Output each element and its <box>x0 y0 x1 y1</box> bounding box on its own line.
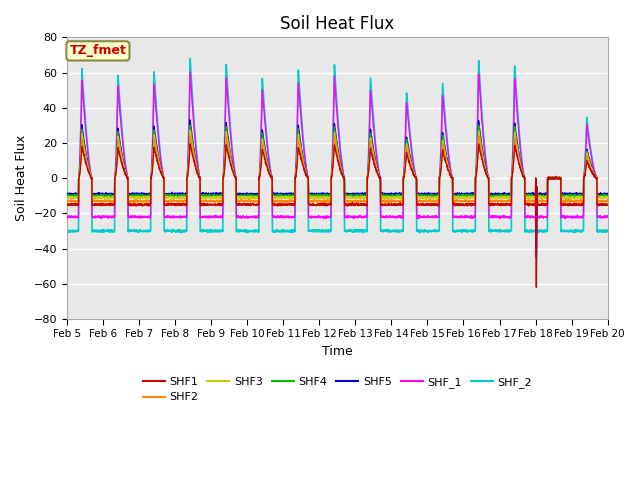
SHF_1 <box>271 214 278 219</box>
SHF2 <box>294 145 301 151</box>
SHF3 <box>535 194 543 200</box>
SHF1 <box>271 202 278 207</box>
SHF_2 <box>271 228 278 234</box>
SHF4 <box>270 193 278 199</box>
SHF_2 <box>535 228 543 233</box>
Line: SHF_1: SHF_1 <box>67 72 608 249</box>
SHF_1 <box>593 214 601 219</box>
SHF_1 <box>125 214 132 219</box>
SHF_1 <box>294 102 301 108</box>
SHF4 <box>593 193 601 199</box>
SHF_1 <box>63 215 70 220</box>
SHF5 <box>63 192 70 198</box>
SHF4 <box>307 195 314 201</box>
Title: Soil Heat Flux: Soil Heat Flux <box>280 15 394 33</box>
SHF2 <box>125 199 132 204</box>
SHF1 <box>294 151 301 156</box>
SHF3 <box>186 127 194 133</box>
SHF_2 <box>63 228 70 234</box>
SHF5 <box>535 191 543 196</box>
Line: SHF3: SHF3 <box>67 130 608 199</box>
SHF2 <box>604 197 612 203</box>
SHF_1 <box>157 155 164 160</box>
SHF5 <box>186 117 194 123</box>
SHF4 <box>535 193 543 199</box>
SHF4 <box>125 192 132 198</box>
SHF2 <box>593 199 601 205</box>
SHF5 <box>604 192 612 197</box>
Line: SHF_2: SHF_2 <box>67 59 608 233</box>
SHF3 <box>294 143 301 149</box>
SHF2 <box>535 197 543 203</box>
SHF3 <box>125 195 132 201</box>
Line: SHF1: SHF1 <box>67 144 608 288</box>
SHF1 <box>125 203 132 208</box>
SHF1 <box>593 202 601 207</box>
SHF3 <box>157 166 164 172</box>
SHF1 <box>157 169 164 175</box>
SHF_2 <box>125 227 132 232</box>
SHF3 <box>63 195 70 201</box>
Text: TZ_fmet: TZ_fmet <box>70 44 126 58</box>
SHF5 <box>157 164 164 170</box>
SHF1 <box>186 141 194 147</box>
Y-axis label: Soil Heat Flux: Soil Heat Flux <box>15 135 28 221</box>
SHF_2 <box>593 228 601 234</box>
SHF_2 <box>294 92 301 98</box>
SHF_2 <box>604 228 612 234</box>
SHF4 <box>157 165 164 171</box>
Line: SHF4: SHF4 <box>67 125 608 198</box>
SHF4 <box>604 193 612 199</box>
SHF2 <box>157 168 164 174</box>
SHF_1 <box>532 246 540 252</box>
SHF5 <box>125 191 132 197</box>
SHF2 <box>271 199 278 204</box>
SHF_2 <box>416 230 424 236</box>
SHF4 <box>63 193 70 199</box>
SHF_1 <box>535 215 543 220</box>
Line: SHF5: SHF5 <box>67 120 608 257</box>
SHF5 <box>294 135 301 141</box>
SHF1 <box>604 202 612 207</box>
SHF3 <box>271 194 278 200</box>
X-axis label: Time: Time <box>322 345 353 358</box>
Legend: SHF1, SHF2, SHF3, SHF4, SHF5, SHF_1, SHF_2: SHF1, SHF2, SHF3, SHF4, SHF5, SHF_1, SHF… <box>138 372 536 407</box>
SHF2 <box>179 200 187 206</box>
SHF_2 <box>186 56 194 61</box>
SHF5 <box>593 192 601 198</box>
SHF_2 <box>157 152 164 158</box>
SHF3 <box>604 194 612 200</box>
SHF3 <box>326 196 333 202</box>
SHF3 <box>593 195 601 201</box>
SHF1 <box>532 285 540 290</box>
SHF_1 <box>604 214 612 219</box>
SHF_1 <box>186 69 194 74</box>
SHF1 <box>63 201 70 206</box>
SHF5 <box>271 192 278 198</box>
SHF2 <box>63 197 70 203</box>
SHF1 <box>535 203 543 208</box>
SHF5 <box>532 254 540 260</box>
SHF4 <box>294 143 301 148</box>
SHF4 <box>475 122 483 128</box>
SHF2 <box>475 133 483 139</box>
Line: SHF2: SHF2 <box>67 136 608 203</box>
